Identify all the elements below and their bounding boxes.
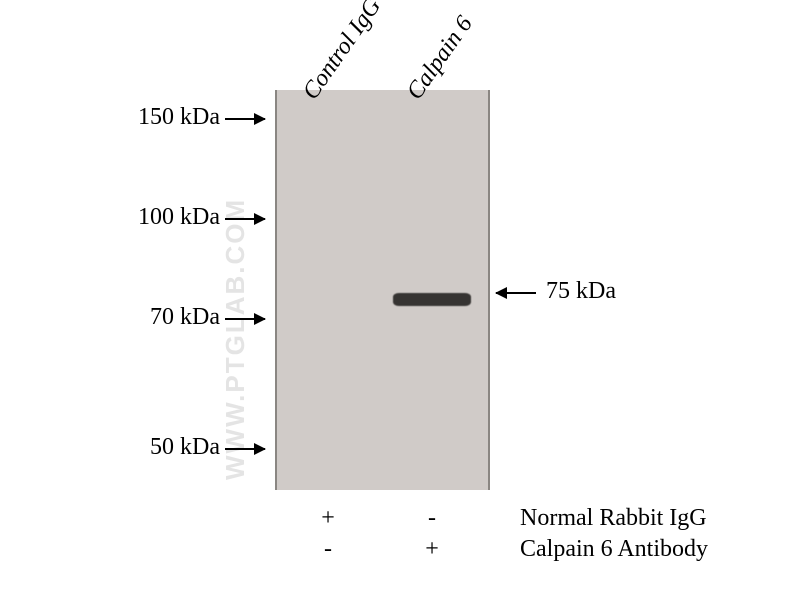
condition-cell: -	[318, 536, 338, 563]
mw-marker-arrow	[225, 218, 265, 220]
watermark-text: WWW.PTGLAB.COM	[220, 198, 251, 480]
mw-marker-label: 150 kDa	[100, 104, 220, 131]
condition-cell: +	[422, 536, 442, 563]
mw-marker-label: 100 kDa	[100, 204, 220, 231]
detected-band-arrow	[496, 292, 536, 294]
mw-marker-arrow	[225, 118, 265, 120]
condition-row-label: Calpain 6 Antibody	[520, 536, 708, 563]
condition-cell: -	[422, 505, 442, 532]
mw-marker-arrow	[225, 448, 265, 450]
figure-root: WWW.PTGLAB.COM Control IgG Calpain 6 150…	[0, 0, 800, 600]
condition-row-label: Normal Rabbit IgG	[520, 505, 707, 532]
detected-band-label: 75 kDa	[546, 278, 616, 305]
blot-band	[393, 293, 471, 306]
blot-membrane	[275, 90, 490, 490]
mw-marker-label: 70 kDa	[100, 304, 220, 331]
mw-marker-label: 50 kDa	[100, 434, 220, 461]
mw-marker-arrow	[225, 318, 265, 320]
condition-cell: +	[318, 505, 338, 532]
